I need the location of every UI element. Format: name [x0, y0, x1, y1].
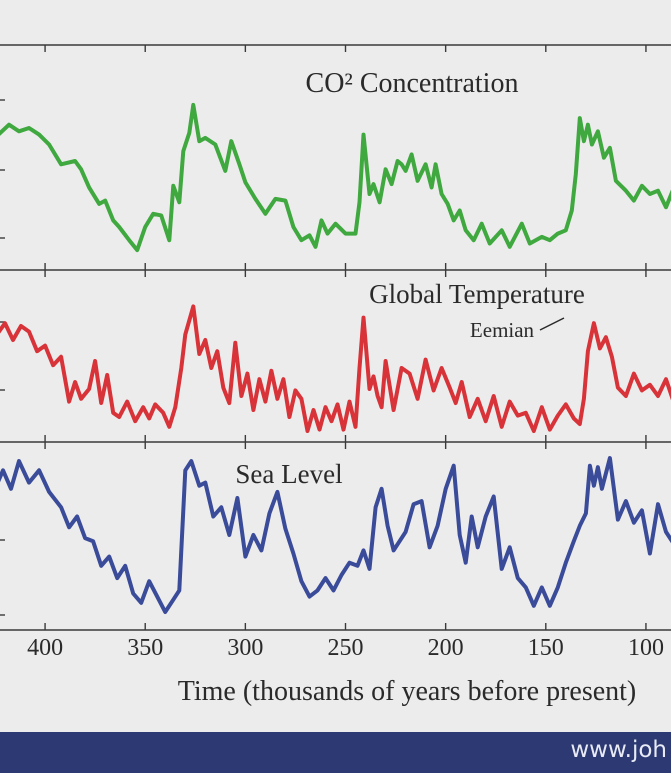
x-tick-label: 100 [628, 635, 664, 661]
footer-url: www.joh [570, 737, 667, 763]
series-line-0 [0, 102, 671, 253]
x-axis-title: Time (thousands of years before present) [178, 676, 637, 707]
series-line-2 [0, 456, 671, 614]
x-tick-label: 200 [428, 635, 464, 661]
series-line-1 [0, 304, 671, 433]
annotation-label: Eemian [470, 318, 535, 342]
x-tick-label: 300 [227, 635, 263, 661]
x-tick-label: 400 [27, 635, 63, 661]
x-tick-label: 350 [127, 635, 163, 661]
panel-title: Global Temperature [369, 279, 585, 309]
footer-bar: www.joh [0, 732, 671, 773]
labels-layer: CO² Concentration Global Temperature Sea L… [27, 68, 664, 707]
panel-title: CO² Concentration [306, 68, 519, 99]
annotation-pointer [539, 317, 565, 331]
panel-title: Sea Level [235, 459, 342, 489]
x-tick-label: 150 [528, 635, 564, 661]
x-tick-label: 250 [328, 635, 364, 661]
chart: CO² Concentration Global Temperature Sea L… [0, 44, 671, 707]
series-layer [0, 102, 671, 614]
axes [0, 44, 671, 631]
